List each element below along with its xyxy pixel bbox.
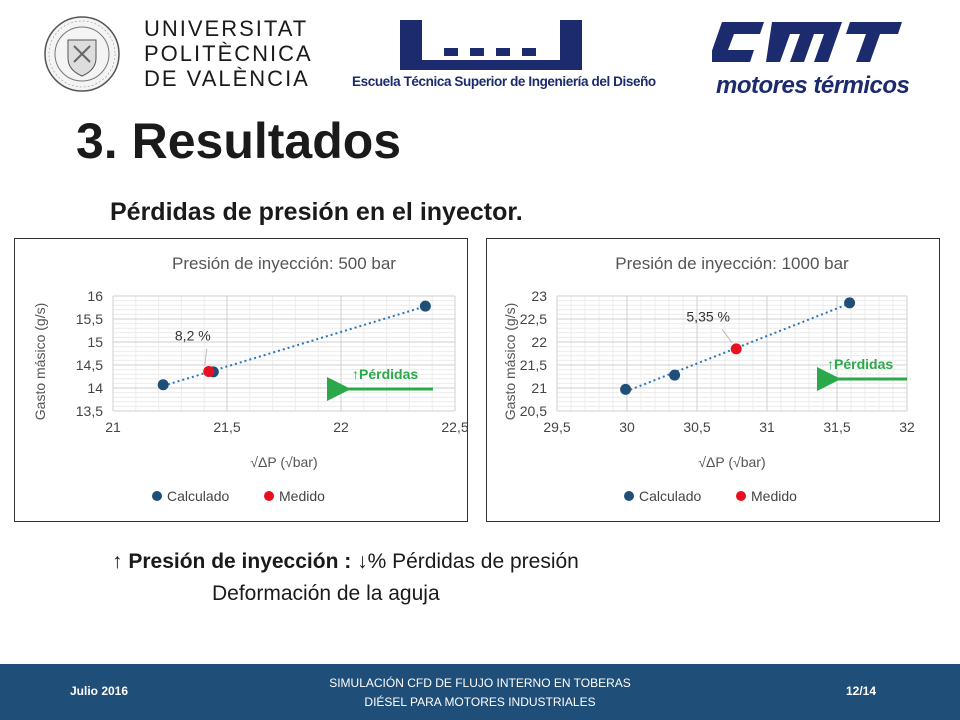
legend-marker-medido (264, 491, 274, 501)
cmt-name: motores térmicos (716, 72, 910, 99)
x-tick-label: 22 (333, 419, 349, 435)
slide-subtitle: Pérdidas de presión en el inyector. (110, 198, 523, 226)
footer-date: Julio 2016 (70, 684, 129, 698)
footer-title-line: SIMULACIÓN CFD DE FLUJO INTERNO EN TOBER… (329, 676, 631, 690)
x-tick-label: 30 (619, 419, 635, 435)
point-medido (730, 343, 742, 355)
annotation-percent: 5,35 % (686, 308, 730, 324)
chart-1000-svg: Presión de inyección: 1000 bar 29,5 30 30,5… (502, 254, 915, 504)
chart-500-bar: Presión de inyección: 500 bar 21 21,5 22 22,… (14, 238, 468, 522)
x-tick-label: 30,5 (683, 419, 710, 435)
footer-title: SIMULACIÓN CFD DE FLUJO INTERNO EN TOBER… (280, 674, 680, 712)
point-medido (203, 365, 215, 377)
upv-line: UNIVERSITAT (144, 16, 309, 41)
x-tick-label: 31 (759, 419, 775, 435)
y-tick-label: 13,5 (76, 403, 103, 419)
legend-marker-calculado (152, 491, 162, 501)
upv-line: DE VALÈNCIA (144, 66, 310, 91)
y-tick-label: 15,5 (76, 311, 103, 327)
page-title: 3. Resultados (76, 113, 402, 169)
y-tick-label: 20,5 (520, 403, 547, 419)
etsid-logo: Escuela Técnica Superior de Ingeniería d… (352, 14, 656, 96)
footer-page-number: 12/14 (846, 684, 877, 698)
upv-logo: UNIVERSITAT POLITÈCNICA DE VALÈNCIA (40, 14, 313, 94)
annotation-percent: 8,2 % (175, 328, 211, 344)
y-tick-label: 15 (87, 334, 103, 350)
y-tick-label: 21,5 (520, 357, 547, 373)
legend-marker-medido (736, 491, 746, 501)
conclusion-line-2: Deformación de la aguja (212, 582, 440, 605)
x-tick-label: 21,5 (213, 419, 240, 435)
upv-line: POLITÈCNICA (144, 41, 313, 66)
y-axis-label: Gasto másico (g/s) (502, 303, 518, 420)
conclusion-line: ↑ Presión de inyección : ↓% Pérdidas de … (112, 550, 579, 574)
legend-label-medido: Medido (751, 488, 797, 504)
conclusion-rest: ↓% Pérdidas de presión (351, 550, 579, 573)
x-axis-label: √ΔP (√bar) (698, 454, 765, 470)
x-tick-label: 32 (899, 419, 915, 435)
perdidas-label: ↑Pérdidas (827, 356, 893, 372)
legend-marker-calculado (624, 491, 634, 501)
point-calculado (669, 369, 681, 381)
y-tick-label: 14 (87, 380, 103, 396)
perdidas-label: ↑Pérdidas (352, 366, 418, 382)
x-axis-label: √ΔP (√bar) (250, 454, 317, 470)
upv-wordmark: UNIVERSITAT POLITÈCNICA DE VALÈNCIA (144, 16, 313, 91)
y-axis-label: Gasto másico (g/s) (32, 303, 48, 420)
x-tick-label: 21 (105, 419, 121, 435)
x-tick-label: 22,5 (441, 419, 467, 435)
y-tick-label: 21 (531, 380, 547, 396)
y-tick-label: 22,5 (520, 311, 547, 327)
point-calculado (419, 300, 431, 312)
x-tick-label: 29,5 (543, 419, 570, 435)
cmt-logo: motores térmicos (708, 16, 912, 99)
annotation-leader (204, 348, 208, 366)
etsid-name: Escuela Técnica Superior de Ingeniería d… (352, 74, 656, 89)
chart-500-svg: Presión de inyección: 500 bar 21 21,5 22 22,… (32, 254, 467, 504)
y-tick-label: 22 (531, 334, 547, 350)
cmt-letters-icon (708, 22, 902, 62)
point-calculado (844, 297, 856, 309)
upv-seal-icon (44, 16, 120, 92)
x-tick-label: 31,5 (823, 419, 850, 435)
chart-1000-bar: Presión de inyección: 1000 bar 29,5 30 30,5… (486, 238, 940, 522)
annotation-leader (721, 329, 733, 344)
chart-title: Presión de inyección: 500 bar (172, 254, 396, 273)
legend-label-calculado: Calculado (167, 488, 229, 504)
legend-label-medido: Medido (279, 488, 325, 504)
y-tick-label: 16 (87, 288, 103, 304)
footer-bar: Julio 2016 SIMULACIÓN CFD DE FLUJO INTER… (0, 664, 960, 720)
legend-label-calculado: Calculado (639, 488, 701, 504)
conclusion-bold: ↑ Presión de inyección : (112, 550, 352, 573)
point-calculado (157, 379, 169, 391)
point-calculado (620, 383, 632, 395)
etsid-building-icon (400, 20, 582, 70)
chart-title: Presión de inyección: 1000 bar (615, 254, 849, 273)
footer-title-line: DIÉSEL PARA MOTORES INDUSTRIALES (364, 695, 596, 709)
y-tick-label: 23 (531, 288, 547, 304)
y-tick-label: 14,5 (76, 357, 103, 373)
